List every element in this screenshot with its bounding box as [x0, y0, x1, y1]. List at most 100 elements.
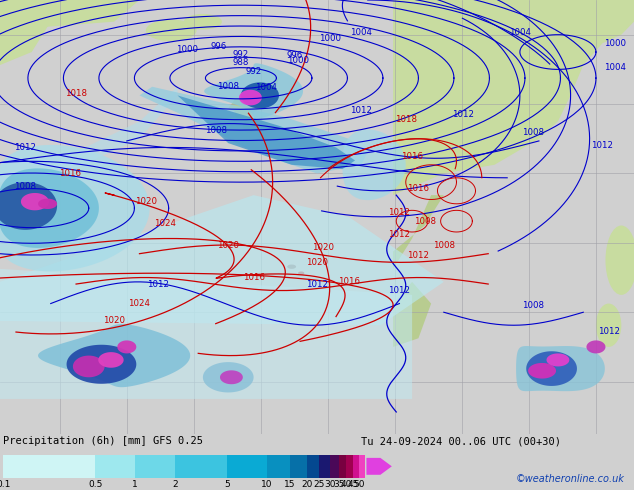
Polygon shape	[139, 87, 368, 173]
Ellipse shape	[596, 303, 621, 347]
Ellipse shape	[605, 225, 634, 295]
Text: 5: 5	[224, 480, 230, 489]
Text: 1004: 1004	[256, 83, 277, 92]
Text: 15: 15	[285, 480, 296, 489]
Text: 1012: 1012	[452, 110, 474, 120]
Text: 1012: 1012	[408, 251, 429, 260]
Polygon shape	[0, 182, 57, 230]
Text: Precipitation (6h) [mm] GFS 0.25: Precipitation (6h) [mm] GFS 0.25	[3, 437, 203, 446]
Ellipse shape	[287, 265, 296, 269]
Ellipse shape	[235, 104, 254, 122]
Text: 1012: 1012	[351, 106, 372, 115]
Text: 1004: 1004	[604, 63, 626, 72]
Bar	[346, 455, 353, 478]
Polygon shape	[0, 22, 51, 65]
Polygon shape	[38, 198, 57, 209]
Text: 35: 35	[333, 480, 344, 489]
Text: 25: 25	[314, 480, 325, 489]
Bar	[339, 455, 346, 478]
Text: 1008: 1008	[217, 82, 239, 91]
Bar	[320, 455, 330, 478]
Text: 1008: 1008	[414, 217, 436, 226]
Text: 1000: 1000	[319, 34, 340, 43]
Polygon shape	[0, 0, 139, 30]
Text: 50: 50	[353, 480, 365, 489]
Polygon shape	[516, 346, 605, 391]
Text: 1012: 1012	[389, 230, 410, 239]
Text: 2: 2	[172, 480, 178, 489]
Text: 10: 10	[261, 480, 273, 489]
Bar	[227, 455, 267, 478]
Text: 992: 992	[245, 67, 262, 75]
Text: 1016: 1016	[243, 273, 264, 282]
Text: 1012: 1012	[306, 279, 328, 289]
Text: 1024: 1024	[154, 219, 176, 228]
Polygon shape	[547, 353, 569, 367]
Ellipse shape	[184, 14, 222, 29]
Polygon shape	[342, 129, 406, 200]
Polygon shape	[220, 370, 243, 384]
Text: 1000: 1000	[604, 39, 626, 48]
Text: 1004: 1004	[509, 28, 531, 37]
Text: 1: 1	[132, 480, 138, 489]
Text: 1016: 1016	[401, 151, 423, 161]
Polygon shape	[586, 341, 605, 353]
Text: 1008: 1008	[433, 241, 455, 249]
Polygon shape	[21, 193, 49, 210]
Bar	[290, 455, 307, 478]
Polygon shape	[73, 356, 105, 377]
Polygon shape	[241, 82, 279, 108]
Polygon shape	[0, 145, 150, 271]
Text: 1008: 1008	[522, 128, 543, 137]
Text: 1024: 1024	[129, 299, 150, 308]
Bar	[307, 455, 320, 478]
Text: 1012: 1012	[15, 143, 36, 152]
Polygon shape	[239, 90, 262, 105]
Text: 30: 30	[324, 480, 335, 489]
Text: 1012: 1012	[389, 208, 410, 217]
Polygon shape	[204, 63, 303, 119]
Text: 0.1: 0.1	[0, 480, 10, 489]
Bar	[95, 455, 135, 478]
Text: 1012: 1012	[148, 279, 169, 289]
Text: 1000: 1000	[176, 46, 198, 54]
Text: 1012: 1012	[389, 286, 410, 295]
Polygon shape	[0, 195, 444, 325]
Text: 1012: 1012	[592, 141, 613, 150]
Bar	[267, 455, 290, 478]
Ellipse shape	[298, 271, 304, 275]
Polygon shape	[117, 341, 136, 353]
Text: 1020: 1020	[313, 243, 334, 252]
Text: 20: 20	[301, 480, 313, 489]
Polygon shape	[526, 351, 577, 386]
Text: 1016: 1016	[338, 277, 359, 286]
FancyArrow shape	[366, 458, 392, 475]
Text: 0.5: 0.5	[88, 480, 103, 489]
Polygon shape	[67, 345, 136, 384]
Bar	[135, 455, 175, 478]
Text: 1018: 1018	[65, 89, 87, 98]
Text: 1016: 1016	[59, 169, 81, 178]
Polygon shape	[203, 362, 254, 392]
Text: 1004: 1004	[351, 28, 372, 37]
Text: 1008: 1008	[522, 301, 543, 310]
Text: 1012: 1012	[598, 327, 619, 336]
Bar	[359, 455, 365, 478]
Polygon shape	[393, 195, 444, 269]
Ellipse shape	[243, 118, 258, 134]
Text: 996: 996	[210, 42, 227, 51]
Text: 1018: 1018	[395, 115, 417, 124]
Bar	[330, 455, 339, 478]
Polygon shape	[393, 0, 634, 195]
Bar	[175, 455, 227, 478]
Polygon shape	[98, 352, 124, 368]
Bar	[3, 455, 95, 478]
Ellipse shape	[146, 20, 197, 41]
Polygon shape	[0, 269, 412, 399]
Polygon shape	[38, 324, 190, 387]
Text: 988: 988	[233, 58, 249, 68]
Polygon shape	[528, 363, 556, 379]
Polygon shape	[0, 87, 178, 182]
Text: 1020: 1020	[217, 241, 239, 249]
Text: 1020: 1020	[135, 197, 157, 206]
